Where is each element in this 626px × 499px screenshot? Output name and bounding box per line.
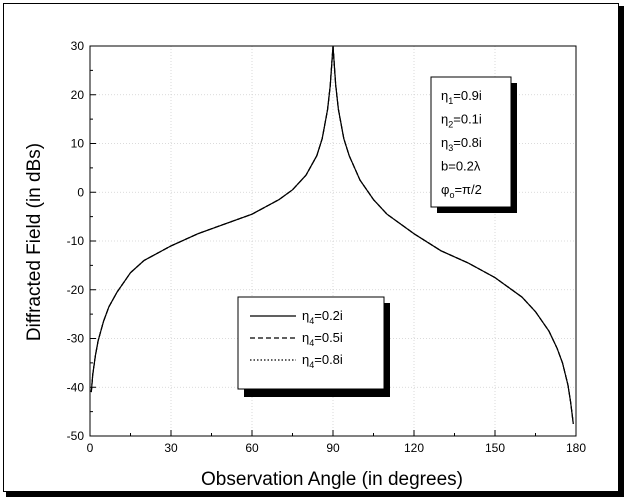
legend-label-1: η4=0.2i bbox=[302, 308, 343, 326]
y-tick-label: 10 bbox=[71, 137, 85, 151]
parameter-label-4: b=0.2λ bbox=[441, 159, 481, 174]
x-tick-label: 90 bbox=[326, 441, 340, 455]
x-tick-label: 30 bbox=[164, 441, 178, 455]
legend-frame bbox=[237, 296, 385, 390]
x-tick-label: 150 bbox=[485, 441, 505, 455]
y-tick-label: 20 bbox=[71, 88, 85, 102]
y-tick-label: -50 bbox=[67, 429, 85, 443]
x-tick-label: 0 bbox=[87, 441, 94, 455]
y-tick-label: 30 bbox=[71, 39, 85, 53]
x-tick-label: 180 bbox=[566, 441, 586, 455]
y-tick-label: -20 bbox=[67, 283, 85, 297]
ticks: 0 30 60 90 120 150 180 30 20 10 0 -10 -20 -30 -40 -50 bbox=[67, 39, 587, 455]
legend-label-2: η4=0.5i bbox=[302, 330, 343, 348]
y-tick-label: -30 bbox=[67, 332, 85, 346]
legend: η4=0.2i η4=0.5i η4=0.8i bbox=[237, 296, 390, 397]
parameter-label-1: η1=0.9i bbox=[441, 88, 482, 106]
parameter-label-3: η3=0.8i bbox=[441, 135, 482, 153]
curves bbox=[90, 45, 574, 424]
y-tick-label: -10 bbox=[67, 234, 85, 248]
y-tick-label: -40 bbox=[67, 380, 85, 394]
x-tick-label: 120 bbox=[404, 441, 424, 455]
series-line-3 bbox=[90, 45, 574, 424]
figure-shadow bbox=[6, 492, 624, 497]
parameter-box-frame bbox=[430, 76, 512, 208]
parameter-label-5: φo=π/2 bbox=[441, 182, 482, 200]
legend-label-3: η4=0.8i bbox=[302, 352, 343, 370]
x-tick-label: 60 bbox=[245, 441, 259, 455]
x-axis-label: Observation Angle (in degrees) bbox=[201, 469, 463, 490]
parameter-label-2: η2=0.1i bbox=[441, 112, 482, 130]
figure-shadow-right bbox=[619, 6, 624, 497]
parameter-box: η1=0.9i η2=0.1i η3=0.8i b=0.2λ φo=π/2 bbox=[430, 76, 517, 213]
y-tick-label: 0 bbox=[77, 185, 84, 199]
y-axis-label: Diffracted Field (in dBs) bbox=[24, 143, 45, 341]
figure-frame bbox=[3, 3, 619, 492]
